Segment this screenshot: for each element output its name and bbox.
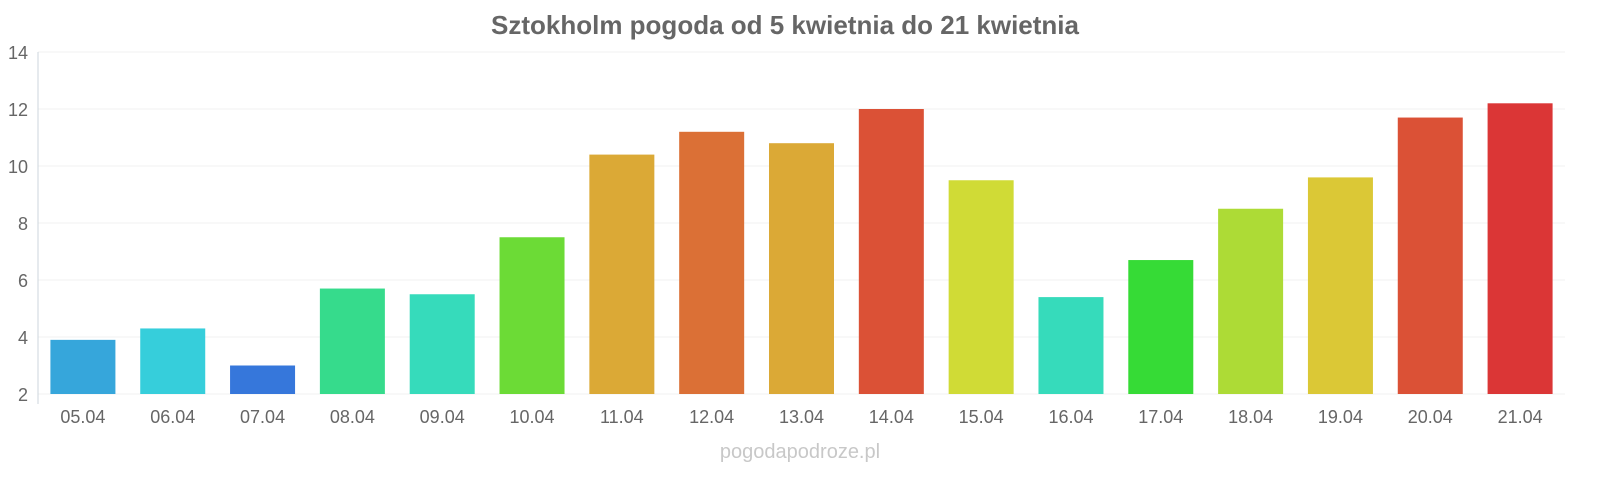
bar-10.04 — [499, 237, 565, 394]
x-tick-label: 19.04 — [1318, 407, 1363, 427]
bar-07.04 — [230, 365, 296, 394]
bar-21.04 — [1487, 103, 1553, 395]
bar-20.04 — [1397, 117, 1463, 395]
source-credit: pogodapodroze.pl — [719, 441, 881, 463]
bar-06.04 — [140, 328, 206, 394]
y-tick-label: 10 — [8, 157, 28, 177]
x-tick-label: 10.04 — [510, 407, 555, 427]
x-tick-label: 17.04 — [1138, 407, 1183, 427]
bar-14.04 — [858, 109, 924, 394]
bar-08.04 — [319, 288, 385, 394]
bar-19.04 — [1307, 177, 1373, 394]
bar-11.04 — [589, 154, 655, 394]
bar-16.04 — [1038, 297, 1104, 394]
x-tick-label: 20.04 — [1408, 407, 1453, 427]
bar-09.04 — [409, 294, 475, 394]
bar-18.04 — [1218, 208, 1284, 394]
bar-13.04 — [769, 143, 834, 394]
x-tick-label: 07.04 — [240, 407, 285, 427]
bar-05.04 — [50, 339, 116, 394]
y-tick-label: 6 — [18, 271, 28, 291]
x-tick-label: 18.04 — [1228, 407, 1273, 427]
y-tick-label: 14 — [8, 43, 28, 63]
bar-17.04 — [1128, 260, 1194, 394]
x-tick-label: 16.04 — [1048, 407, 1093, 427]
x-tick-label: 11.04 — [600, 407, 644, 427]
bar-15.04 — [948, 180, 1014, 394]
y-tick-label: 12 — [8, 100, 28, 120]
x-tick-label: 21.04 — [1498, 407, 1543, 427]
y-tick-label: 2 — [18, 385, 28, 405]
x-tick-label: 15.04 — [959, 407, 1004, 427]
y-tick-label: 4 — [18, 328, 28, 348]
x-tick-label: 08.04 — [330, 407, 375, 427]
x-tick-label: 05.04 — [60, 407, 105, 427]
x-tick-label: 09.04 — [420, 407, 465, 427]
y-tick-label: 8 — [18, 214, 28, 234]
chart-title: Sztokholm pogoda od 5 kwietnia do 21 kwi… — [491, 10, 1079, 40]
x-tick-label: 12.04 — [689, 407, 734, 427]
x-tick-label: 14.04 — [869, 407, 914, 427]
bar-12.04 — [679, 131, 745, 395]
x-tick-label: 06.04 — [150, 407, 195, 427]
x-tick-label: 13.04 — [779, 407, 824, 427]
